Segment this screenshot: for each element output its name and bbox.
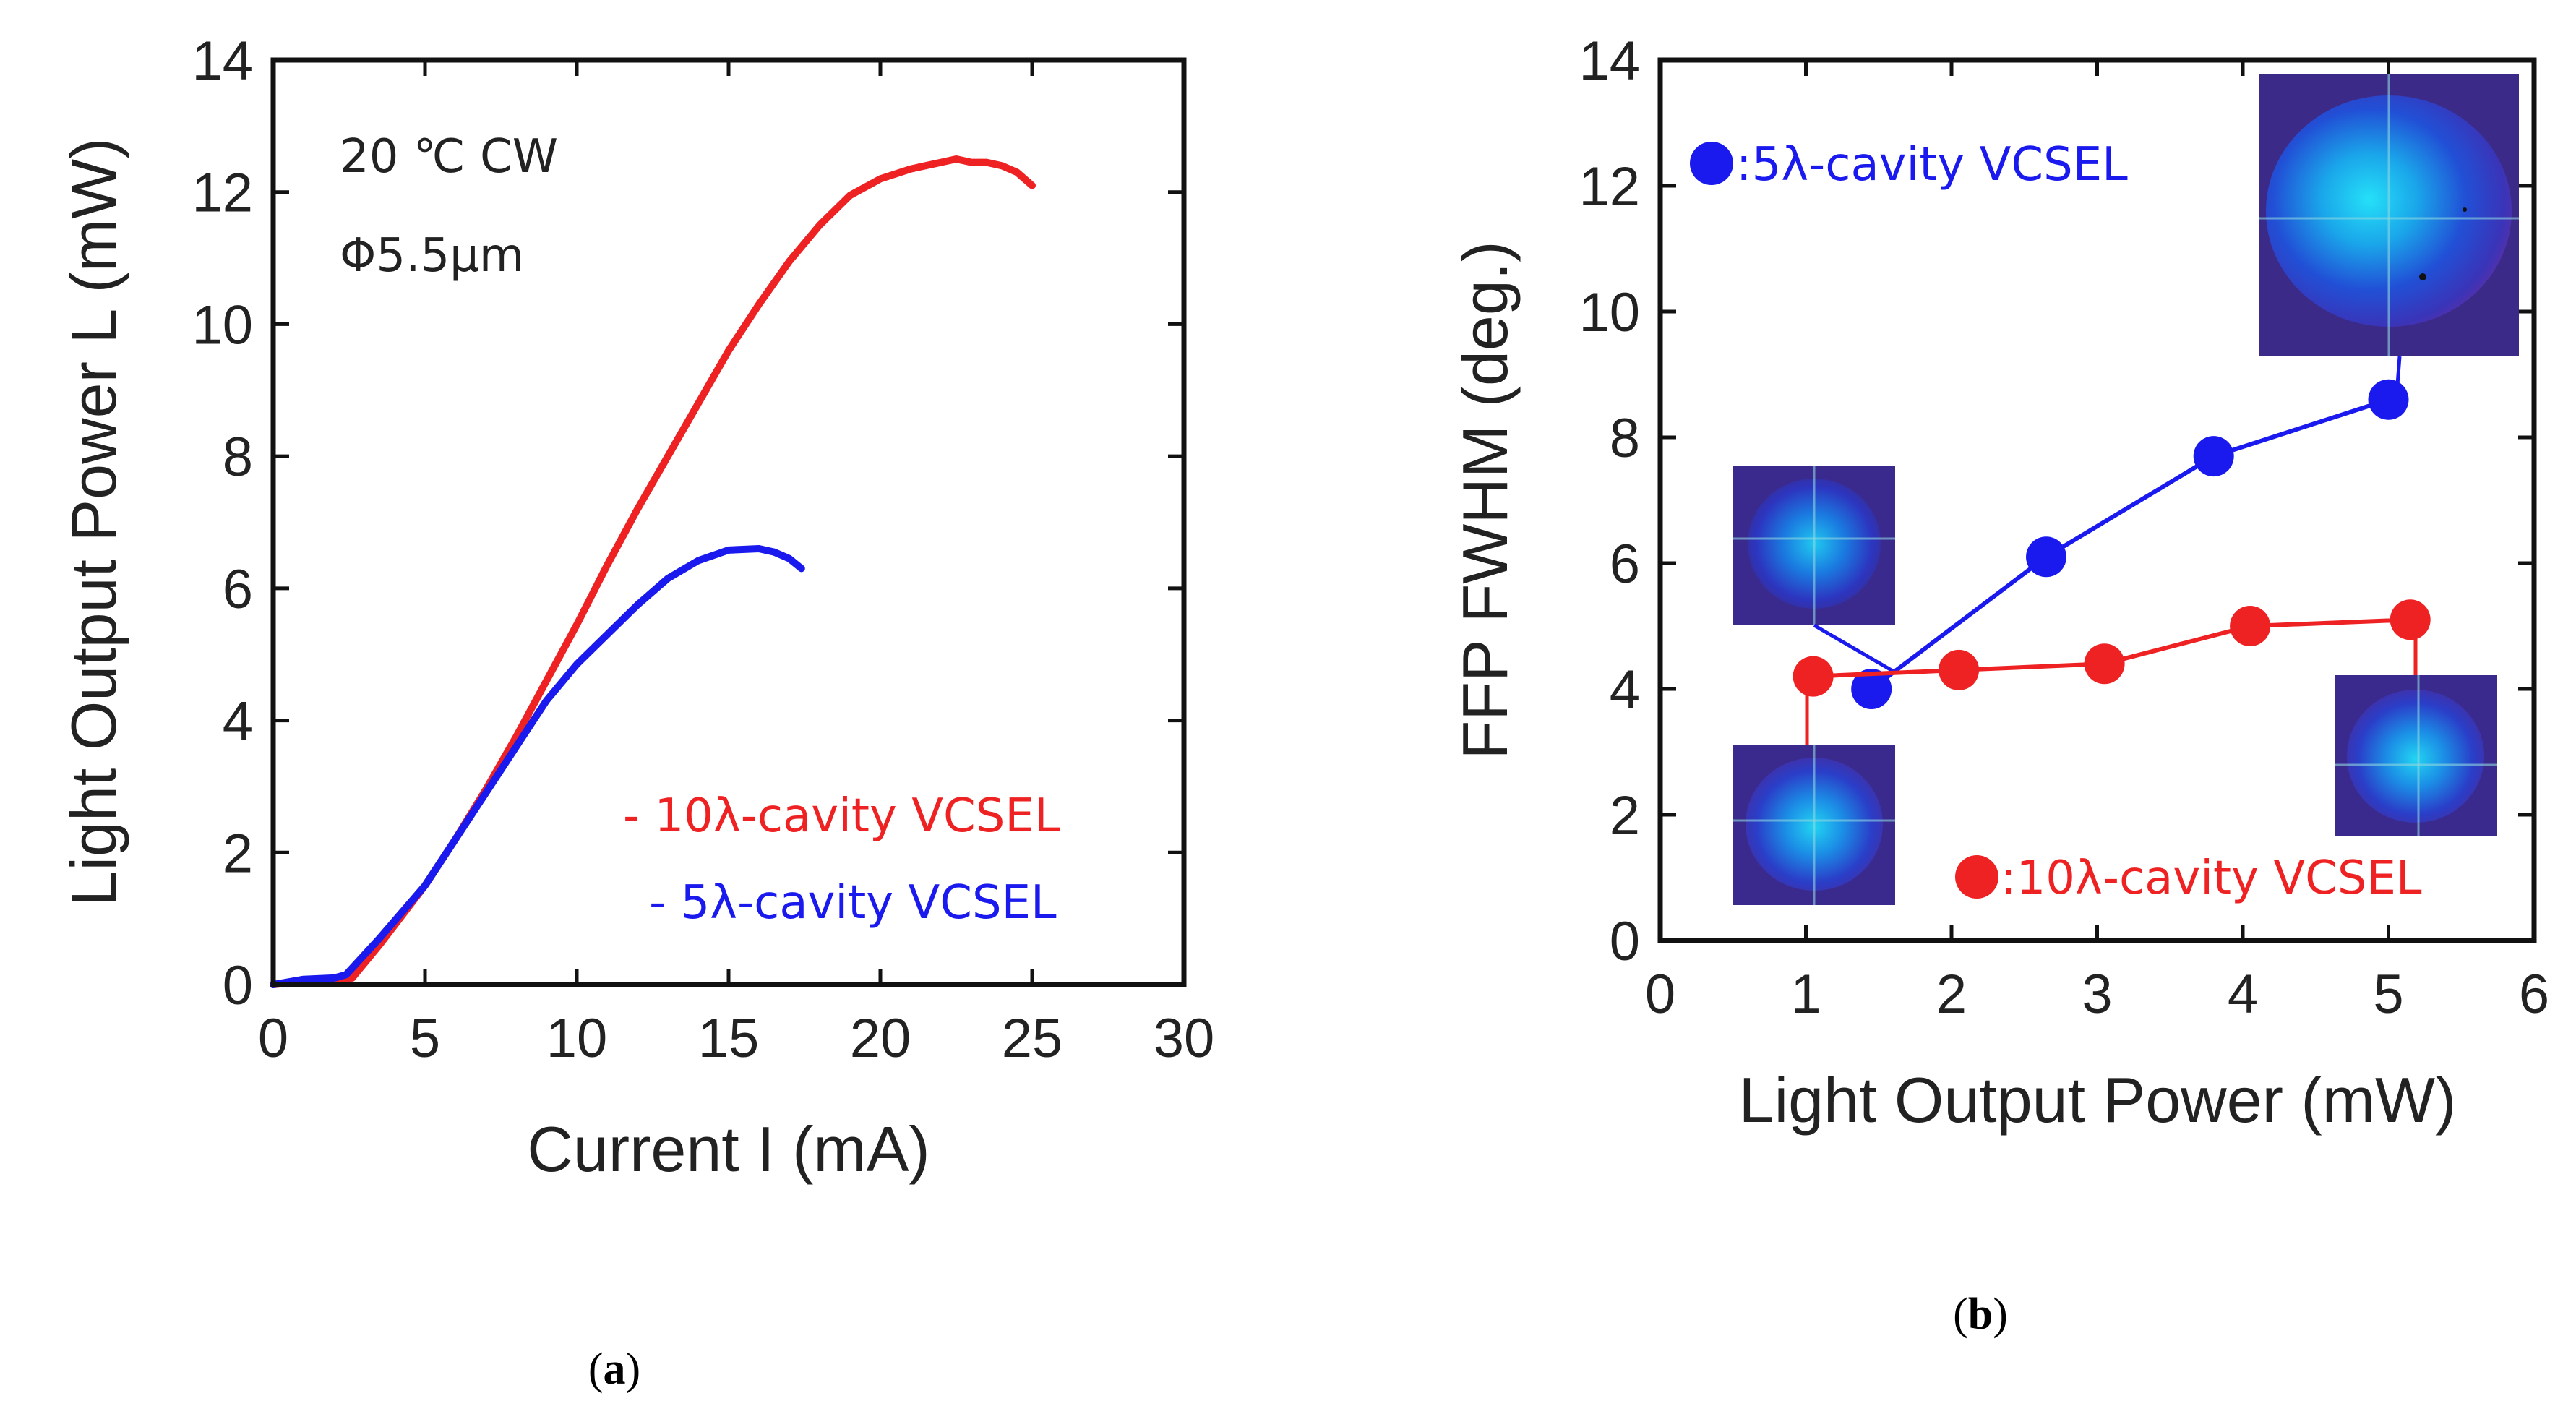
chart-a-xtick-label: 5 <box>410 1008 440 1069</box>
chart-b-xtick-label: 1 <box>1790 964 1821 1025</box>
chart-b-ytick-label: 8 <box>1610 408 1640 469</box>
chart-a-xtick-label: 30 <box>1154 1008 1215 1069</box>
chart-a-ytick-label: 0 <box>223 955 253 1016</box>
chart-a-ytick-label: 12 <box>192 163 253 224</box>
chart-b-ytick-label: 10 <box>1579 282 1640 343</box>
chart-b-xtick-label: 6 <box>2519 964 2549 1025</box>
chart-a-xlabel: Current I (mA) <box>527 1113 929 1185</box>
chart-b-xtick-label: 5 <box>2373 964 2403 1025</box>
chart-b-legend-red-marker <box>1955 855 1998 899</box>
chart-a-annotation-diameter: Φ5.5μm <box>340 229 524 283</box>
chart-b-point-10lambda <box>1793 656 1834 697</box>
chart-b-point-5lambda <box>2369 380 2409 420</box>
chart-a-xtick-label: 20 <box>850 1008 911 1069</box>
chart-a-lines <box>273 159 1032 985</box>
chart-b-legend-blue-marker <box>1690 142 1733 185</box>
chart-b-xtick-label: 0 <box>1645 964 1675 1025</box>
chart-b-series-5lambda-line <box>1871 400 2388 689</box>
chart-b-ytick-label: 14 <box>1579 30 1640 92</box>
chart-b-point-5lambda <box>2026 536 2066 577</box>
chart-a-ytick-label: 8 <box>223 427 253 488</box>
chart-a-ytick-label: 14 <box>192 30 253 92</box>
chart-b-ytick-label: 6 <box>1610 534 1640 595</box>
chart-a-ytick-label: 2 <box>223 823 253 884</box>
chart-b-ytick-label: 12 <box>1579 156 1640 218</box>
chart-a-ticks <box>273 60 1184 985</box>
inset-ffp-5lambda-high <box>2259 74 2519 356</box>
chart-b-ytick-label: 2 <box>1610 785 1640 847</box>
chart-a: 0 5 10 15 20 25 30 0 2 4 6 8 10 12 14 Current I (mA) L… <box>58 30 1214 1394</box>
chart-b-xtick-label: 2 <box>1936 964 1967 1025</box>
chart-a-xtick-label: 15 <box>698 1008 760 1069</box>
inset-ffp-5lambda-low <box>1733 466 1895 625</box>
chart-b-ylabel: FFP FWHM (deg.) <box>1449 241 1521 759</box>
chart-b-point-5lambda <box>2194 436 2234 476</box>
chart-b-point-10lambda <box>2390 599 2431 640</box>
chart-a-ytick-label: 10 <box>192 294 253 356</box>
chart-b-legend-blue: :5λ-cavity VCSEL <box>1736 138 2128 192</box>
chart-a-xtick-label: 0 <box>258 1008 288 1069</box>
chart-b-point-10lambda <box>2230 606 2270 646</box>
chart-a-ytick-label: 6 <box>223 559 253 620</box>
chart-a-ylabel: Light Output Power L (mW) <box>58 138 129 907</box>
panel-label-a: (a) <box>588 1345 640 1394</box>
chart-b-xtick-label: 3 <box>2082 964 2112 1025</box>
chart-b-xlabel: Light Output Power (mW) <box>1739 1064 2457 1136</box>
chart-b-legend-red: :10λ-cavity VCSEL <box>2001 852 2422 905</box>
chart-a-xtick-label: 25 <box>1002 1008 1063 1069</box>
chart-b-xtick-label: 4 <box>2228 964 2258 1025</box>
chart-a-legend-red: - 10λ-cavity VCSEL <box>623 789 1060 843</box>
inset-ffp-10lambda-low <box>1733 745 1895 905</box>
chart-a-series-10lambda-line <box>273 159 1032 985</box>
chart-b-point-10lambda <box>1939 650 1979 690</box>
chart-a-xtick-label: 10 <box>546 1008 608 1069</box>
panel-label-b: (b) <box>1953 1290 2008 1339</box>
chart-a-legend-blue: - 5λ-cavity VCSEL <box>649 876 1057 930</box>
chart-b-point-10lambda <box>2085 643 2125 684</box>
chart-a-ytick-label: 4 <box>223 691 253 753</box>
figure: 0 5 10 15 20 25 3002468101214 Current I (mA) L… <box>0 0 2576 1401</box>
inset-ffp-10lambda-high <box>2335 675 2497 836</box>
chart-a-frame <box>273 60 1184 985</box>
chart-b-ytick-label: 4 <box>1610 659 1640 721</box>
chart-a-annotation-temp: 20 ℃ CW <box>340 130 558 184</box>
chart-b-ytick-label: 0 <box>1610 911 1640 972</box>
